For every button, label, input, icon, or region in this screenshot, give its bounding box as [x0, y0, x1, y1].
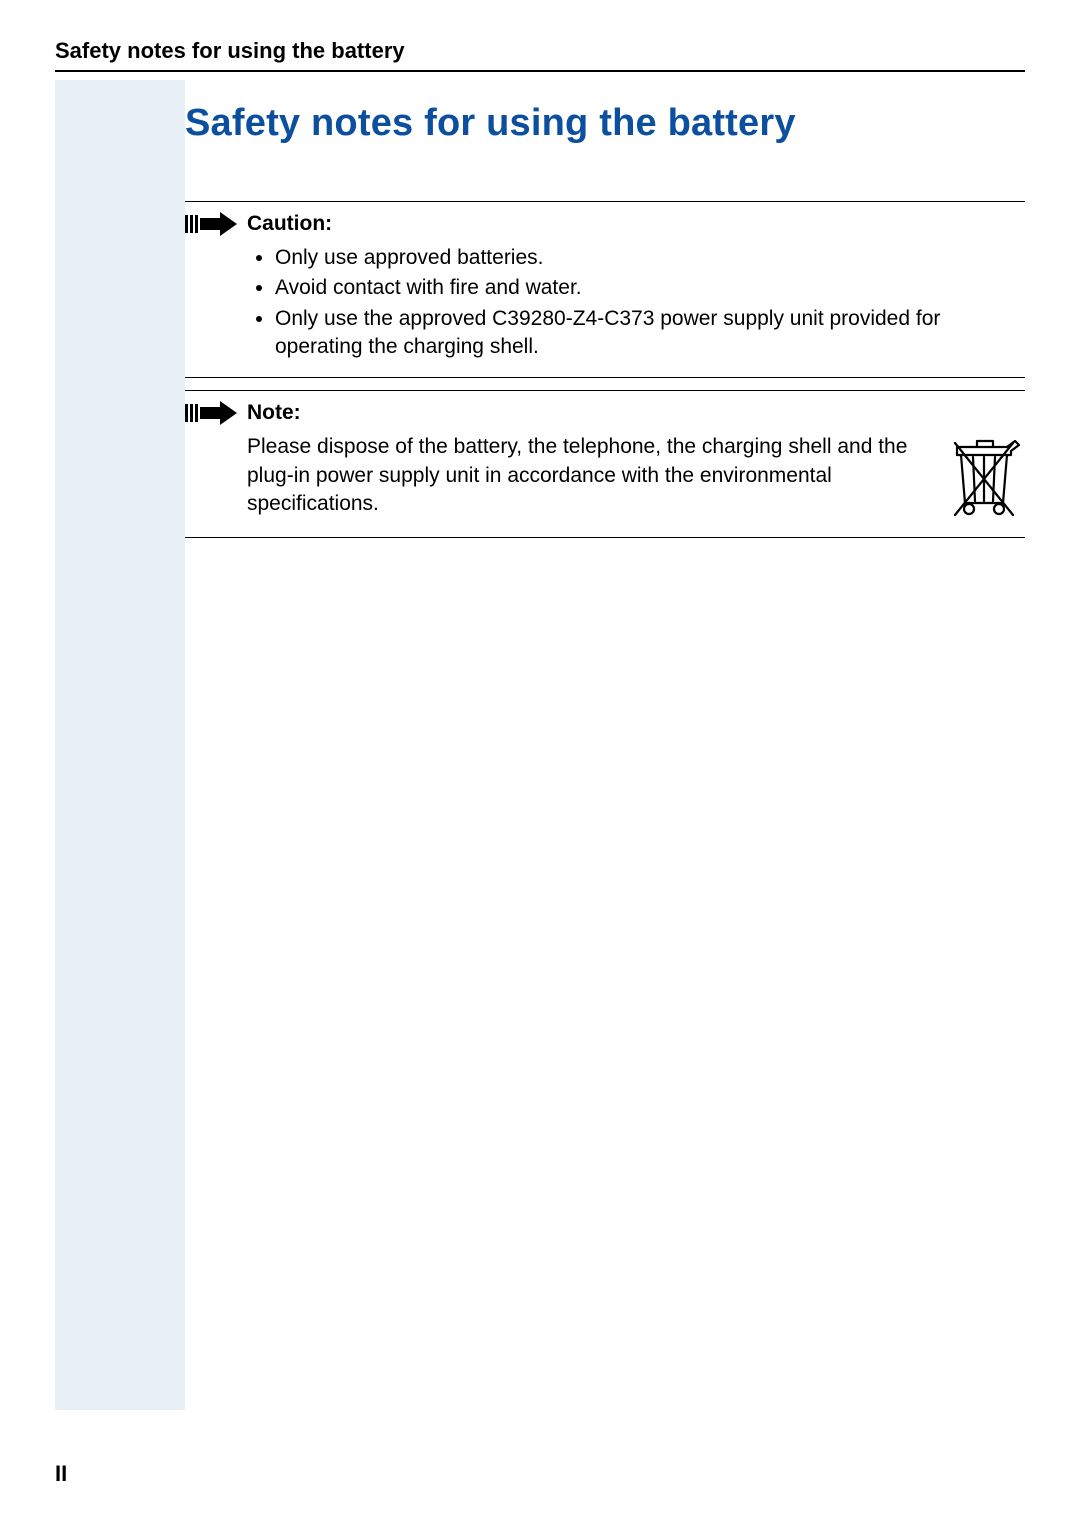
main-content: Safety notes for using the battery Cauti… [185, 80, 1025, 550]
note-arrow-icon [185, 401, 237, 425]
running-header-text: Safety notes for using the battery [55, 38, 405, 63]
page: Safety notes for using the battery Safet… [0, 0, 1080, 1529]
note-header: Note: [185, 401, 1025, 425]
caution-arrow-icon [185, 212, 237, 236]
caution-item: Only use the approved C39280-Z4-C373 pow… [275, 305, 1025, 362]
caution-item: Only use approved batteries. [275, 244, 1025, 272]
caution-body: Only use approved batteries. Avoid conta… [247, 244, 1025, 361]
caution-label: Caution: [247, 212, 332, 236]
note-callout: Note: Please dispose of the battery, the… [185, 390, 1025, 538]
page-title: Safety notes for using the battery [185, 102, 1025, 145]
caution-item: Avoid contact with fire and water. [275, 274, 1025, 302]
note-label: Note: [247, 401, 301, 425]
caution-list: Only use approved batteries. Avoid conta… [247, 244, 1025, 361]
left-accent-band [55, 80, 185, 1410]
note-text: Please dispose of the battery, the telep… [247, 433, 929, 518]
no-dispose-bin-icon [947, 435, 1025, 523]
running-header: Safety notes for using the battery [55, 38, 1025, 72]
note-body: Please dispose of the battery, the telep… [247, 433, 1025, 523]
page-number: II [55, 1461, 67, 1487]
caution-callout: Caution: Only use approved batteries. Av… [185, 201, 1025, 378]
caution-header: Caution: [185, 212, 1025, 236]
